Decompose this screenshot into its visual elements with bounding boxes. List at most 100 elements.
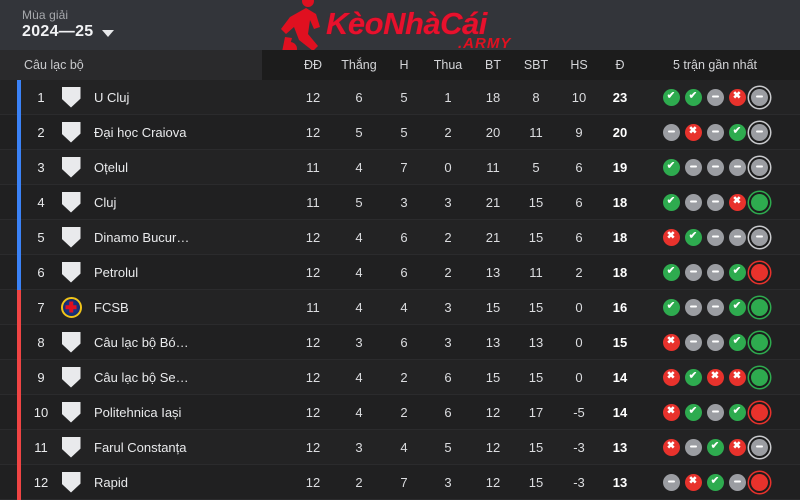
form-draw-icon[interactable] <box>728 228 746 246</box>
team-name[interactable]: Đại học Craiova <box>94 124 187 140</box>
form-win-icon[interactable]: ✔ <box>684 368 702 386</box>
form-draw-icon[interactable] <box>706 158 724 176</box>
table-row[interactable]: 5 Dinamo Bucur… 12 4 6 2 21 15 6 18 ✖ ✔ <box>0 220 800 255</box>
form-win-icon[interactable]: ✔ <box>684 403 702 421</box>
team-name[interactable]: Câu lạc bộ Bó… <box>94 334 189 350</box>
team-name[interactable]: Rapid <box>94 474 128 490</box>
table-row[interactable]: 4 Cluj 11 5 3 3 21 15 6 18 ✔ ✖ ✔ <box>0 185 800 220</box>
form-draw-icon[interactable] <box>684 158 702 176</box>
form-draw-icon[interactable] <box>662 123 680 141</box>
table-row[interactable]: 9 Câu lạc bộ Se… 12 4 2 6 15 15 0 14 ✖ ✔ ✖ ✖ ✔ <box>0 360 800 395</box>
stat-thang: 5 <box>355 194 363 210</box>
stat-hs: 0 <box>575 299 583 315</box>
stat-dd: 12 <box>305 124 321 140</box>
stat-sbt: 8 <box>532 89 540 105</box>
form-draw-icon[interactable] <box>750 88 768 106</box>
season-selector[interactable]: Mùa giải 2024—25 <box>22 9 114 40</box>
form-draw-icon[interactable] <box>750 158 768 176</box>
table-row[interactable]: 1 U Cluj 12 6 5 1 18 8 10 23 ✔ ✔ ✖ <box>0 80 800 115</box>
form-draw-icon[interactable] <box>684 193 702 211</box>
form-draw-icon[interactable] <box>706 333 724 351</box>
form-win-icon[interactable]: ✔ <box>728 298 746 316</box>
form-draw-icon[interactable] <box>662 473 680 491</box>
form-draw-icon[interactable] <box>684 333 702 351</box>
form-draw-icon[interactable] <box>706 298 724 316</box>
form-win-icon[interactable]: ✔ <box>750 333 768 351</box>
table-row[interactable]: 10 Politehnica Iași 12 4 2 6 12 17 -5 14 ✖ ✔ ✔ ✖ <box>0 395 800 430</box>
form-win-icon[interactable]: ✔ <box>750 193 768 211</box>
form-win-icon[interactable]: ✔ <box>728 123 746 141</box>
form-loss-icon[interactable]: ✖ <box>750 403 768 421</box>
form-win-icon[interactable]: ✔ <box>684 228 702 246</box>
form-draw-icon[interactable] <box>706 193 724 211</box>
form-win-icon[interactable]: ✔ <box>728 333 746 351</box>
form-loss-icon[interactable]: ✖ <box>728 88 746 106</box>
stat-h: 4 <box>400 439 408 455</box>
form-loss-icon[interactable]: ✖ <box>728 193 746 211</box>
form-win-icon[interactable]: ✔ <box>728 263 746 281</box>
team-name[interactable]: Politehnica Iași <box>94 404 182 420</box>
team-name[interactable]: Cluj <box>94 194 117 210</box>
form-loss-icon[interactable]: ✖ <box>728 368 746 386</box>
form-draw-icon[interactable] <box>684 438 702 456</box>
form-loss-icon[interactable]: ✖ <box>750 473 768 491</box>
form-win-icon[interactable]: ✔ <box>662 193 680 211</box>
row-rank: 5 <box>37 229 45 245</box>
form-win-icon[interactable]: ✔ <box>728 403 746 421</box>
form-win-icon[interactable]: ✔ <box>662 88 680 106</box>
form-win-icon[interactable]: ✔ <box>706 438 724 456</box>
form-draw-icon[interactable] <box>750 438 768 456</box>
form-draw-icon[interactable] <box>684 298 702 316</box>
form-draw-icon[interactable] <box>750 123 768 141</box>
form-draw-icon[interactable] <box>706 228 724 246</box>
column-header-sbt: SBT <box>523 58 549 72</box>
form-loss-icon[interactable]: ✖ <box>750 263 768 281</box>
form-loss-icon[interactable]: ✖ <box>706 368 724 386</box>
row-stats: 12 4 6 2 21 15 6 18 ✖ ✔ <box>292 228 790 246</box>
form-loss-icon[interactable]: ✖ <box>684 123 702 141</box>
team-name[interactable]: Dinamo Bucur… <box>94 229 190 245</box>
team-name[interactable]: FCSB <box>94 299 129 315</box>
team-name[interactable]: Oțelul <box>94 159 128 175</box>
form-draw-icon[interactable] <box>684 263 702 281</box>
form-loss-icon[interactable]: ✖ <box>662 333 680 351</box>
form-draw-icon[interactable] <box>728 158 746 176</box>
table-row[interactable]: 2 Đại học Craiova 12 5 5 2 20 11 9 20 ✖ ✔ <box>0 115 800 150</box>
form-loss-icon[interactable]: ✖ <box>662 368 680 386</box>
table-row[interactable]: 12 Rapid 12 2 7 3 12 15 -3 13 ✖ ✔ ✖ <box>0 465 800 500</box>
team-name[interactable]: Petrolul <box>94 264 139 280</box>
form-win-icon[interactable]: ✔ <box>662 298 680 316</box>
form-win-icon[interactable]: ✔ <box>662 263 680 281</box>
table-row[interactable]: 7 FCSB 11 4 4 3 15 15 0 16 ✔ ✔ ✔ <box>0 290 800 325</box>
form-win-icon[interactable]: ✔ <box>706 473 724 491</box>
table-row[interactable]: 11 Farul Constanța 12 3 4 5 12 15 -3 13 ✖ ✔ ✖ <box>0 430 800 465</box>
form-draw-icon[interactable] <box>706 263 724 281</box>
row-rank: 2 <box>37 124 45 140</box>
team-name[interactable]: U Cluj <box>94 89 130 105</box>
form-loss-icon[interactable]: ✖ <box>662 228 680 246</box>
table-row[interactable]: 8 Câu lạc bộ Bó… 12 3 6 3 13 13 0 15 ✖ ✔ ✔ <box>0 325 800 360</box>
team-name[interactable]: Farul Constanța <box>94 439 187 455</box>
form-draw-icon[interactable] <box>706 403 724 421</box>
table-row[interactable]: 3 Oțelul 11 4 7 0 11 5 6 19 ✔ <box>0 150 800 185</box>
table-row[interactable]: 6 Petrolul 12 4 6 2 13 11 2 18 ✔ ✔ ✖ <box>0 255 800 290</box>
form-loss-icon[interactable]: ✖ <box>662 403 680 421</box>
form-loss-icon[interactable]: ✖ <box>662 438 680 456</box>
form-draw-icon[interactable] <box>750 228 768 246</box>
column-header-thua: Thua <box>433 58 463 72</box>
form-draw-icon[interactable] <box>706 88 724 106</box>
form-draw-icon[interactable] <box>706 123 724 141</box>
team-crest-icon <box>60 471 82 493</box>
form-win-icon[interactable]: ✔ <box>750 298 768 316</box>
recent-form: ✔ <box>640 158 790 176</box>
form-win-icon[interactable]: ✔ <box>662 158 680 176</box>
form-draw-icon[interactable] <box>728 473 746 491</box>
recent-form: ✔ ✔ ✖ <box>640 263 790 281</box>
row-rank: 1 <box>37 89 45 105</box>
form-win-icon[interactable]: ✔ <box>684 88 702 106</box>
form-win-icon[interactable]: ✔ <box>750 368 768 386</box>
chevron-down-icon[interactable] <box>101 30 114 38</box>
form-loss-icon[interactable]: ✖ <box>684 473 702 491</box>
form-loss-icon[interactable]: ✖ <box>728 438 746 456</box>
team-name[interactable]: Câu lạc bộ Se… <box>94 369 189 385</box>
